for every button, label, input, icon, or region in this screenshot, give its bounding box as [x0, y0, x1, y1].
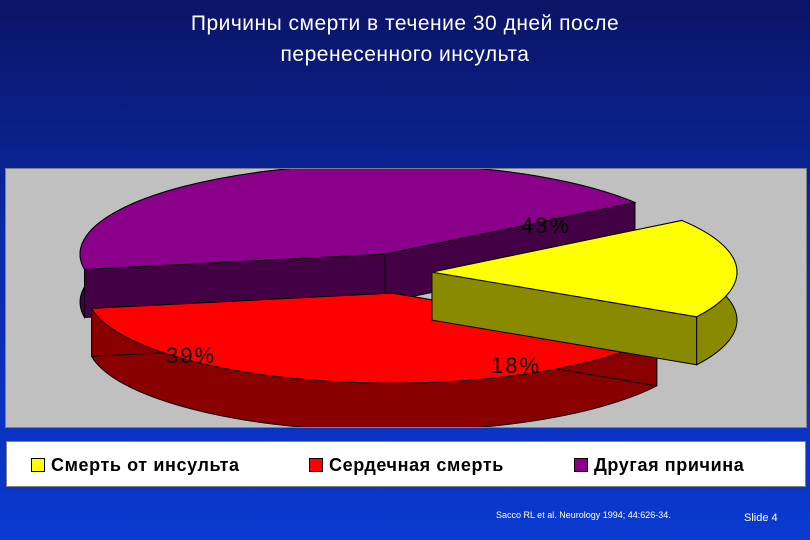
title-line-2: перенесенного инсульта — [280, 43, 530, 66]
legend-item-stroke: Смерть от инсульта — [31, 454, 240, 475]
slice-top-stroke — [431, 219, 738, 318]
legend-swatch-stroke — [31, 458, 45, 472]
data-label-other: 43% — [521, 213, 571, 238]
legend-label-cardiac: Сердечная смерть — [329, 454, 504, 475]
slice-top-other — [79, 169, 637, 270]
legend-swatch-cardiac — [309, 458, 323, 472]
legend-swatch-other — [574, 458, 588, 472]
source-citation: Sacco RL et al. Neurology 1994; 44:626-3… — [496, 510, 671, 520]
page-title: Причины смерти в течение 30 дней после п… — [0, 8, 810, 70]
pie-chart: 18% 39% 43% — [79, 169, 738, 427]
chart-legend: Смерть от инсульта Сердечная смерть Друг… — [6, 441, 806, 487]
legend-label-other: Другая причина — [594, 454, 745, 475]
legend-item-other: Другая причина — [574, 454, 745, 475]
data-label-cardiac: 39% — [166, 343, 216, 368]
slide-number: Slide 4 — [744, 512, 778, 524]
legend-item-cardiac: Сердечная смерть — [309, 454, 504, 475]
title-line-1: Причины смерти в течение 30 дней после — [190, 12, 620, 35]
slice-stroke — [431, 219, 738, 366]
chart-plot-area: 18% 39% 43% — [5, 168, 807, 428]
legend-label-stroke: Смерть от инсульта — [51, 454, 240, 475]
data-label-stroke: 18% — [491, 353, 541, 378]
